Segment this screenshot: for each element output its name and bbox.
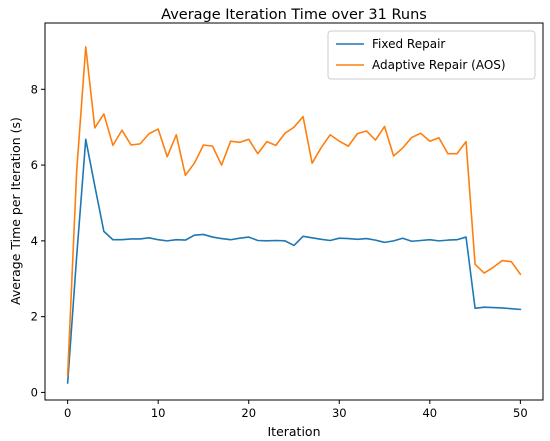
series-line-1 <box>66 46 522 377</box>
y-tick-label: 8 <box>31 82 38 96</box>
x-tick-label: 40 <box>422 406 437 420</box>
y-tick-label: 2 <box>31 310 38 324</box>
y-tick-label: 4 <box>31 234 38 248</box>
x-tick-label: 0 <box>64 406 71 420</box>
legend: Fixed Repair Adaptive Repair (AOS) <box>327 30 536 80</box>
y-tick-label: 6 <box>31 158 38 172</box>
chart-title: Average Iteration Time over 31 Runs <box>161 7 427 23</box>
x-axis-label: Iteration <box>267 424 320 439</box>
legend-label-1: Adaptive Repair (AOS) <box>372 58 506 72</box>
x-tick-label: 50 <box>513 406 528 420</box>
x-tick-label: 20 <box>241 406 256 420</box>
x-tick-label: 10 <box>151 406 166 420</box>
y-axis: 0 2 4 6 8 <box>31 82 45 399</box>
series-line-0 <box>66 138 522 384</box>
legend-label-0: Fixed Repair <box>372 37 445 51</box>
plot-frame <box>44 22 544 401</box>
legend-box <box>327 30 536 80</box>
y-axis-label: Average Time per Iteration (s) <box>8 117 23 305</box>
x-tick-label: 30 <box>332 406 347 420</box>
plot-area <box>66 46 522 384</box>
y-tick-label: 0 <box>31 385 38 399</box>
x-axis: 0 10 20 30 40 50 <box>64 400 528 420</box>
